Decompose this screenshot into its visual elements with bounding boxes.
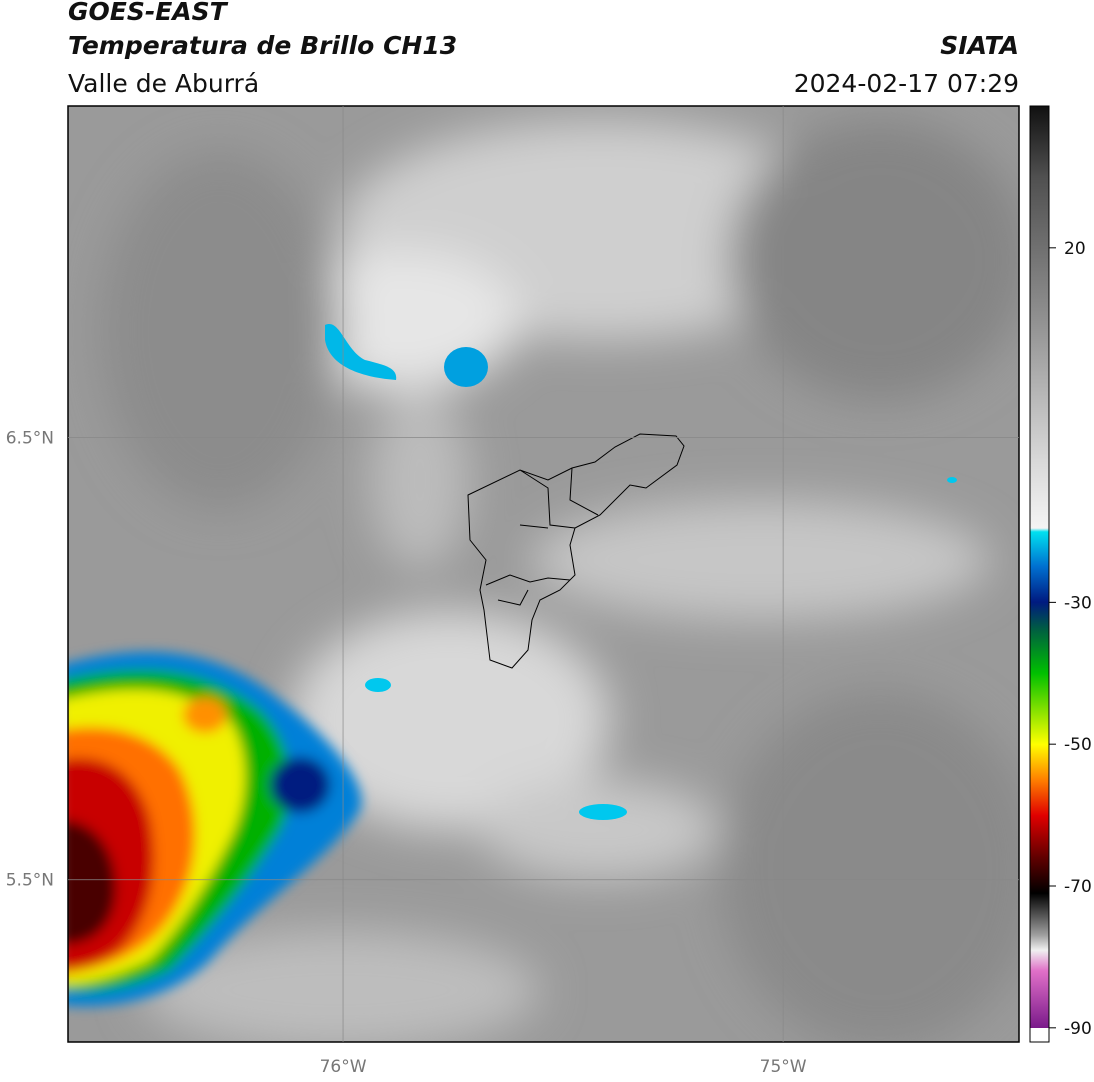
colorbar	[1029, 105, 1050, 1043]
agency: SIATA	[940, 31, 1019, 60]
satellite: GOES-EAST	[68, 0, 229, 26]
satellite-image	[68, 106, 1019, 1042]
map-frame	[67, 105, 1020, 1043]
colorbar-tick-label: 20	[1064, 239, 1086, 259]
colorbar-tick-label: -90	[1064, 1019, 1092, 1039]
region: Valle de Aburrá	[68, 69, 259, 98]
colorbar-tick-label: -50	[1064, 735, 1092, 755]
datetime: 2024-02-17 07:29	[794, 69, 1019, 98]
lon-label: 75°W	[760, 1057, 807, 1077]
lon-label: 76°W	[320, 1057, 367, 1077]
product: Temperatura de Brillo CH13	[68, 31, 457, 60]
lat-label: 5.5°N	[6, 871, 54, 891]
colorbar-tick-label: -70	[1064, 877, 1092, 897]
lat-label: 6.5°N	[6, 429, 54, 449]
colorbar-tick-label: -30	[1064, 593, 1092, 613]
